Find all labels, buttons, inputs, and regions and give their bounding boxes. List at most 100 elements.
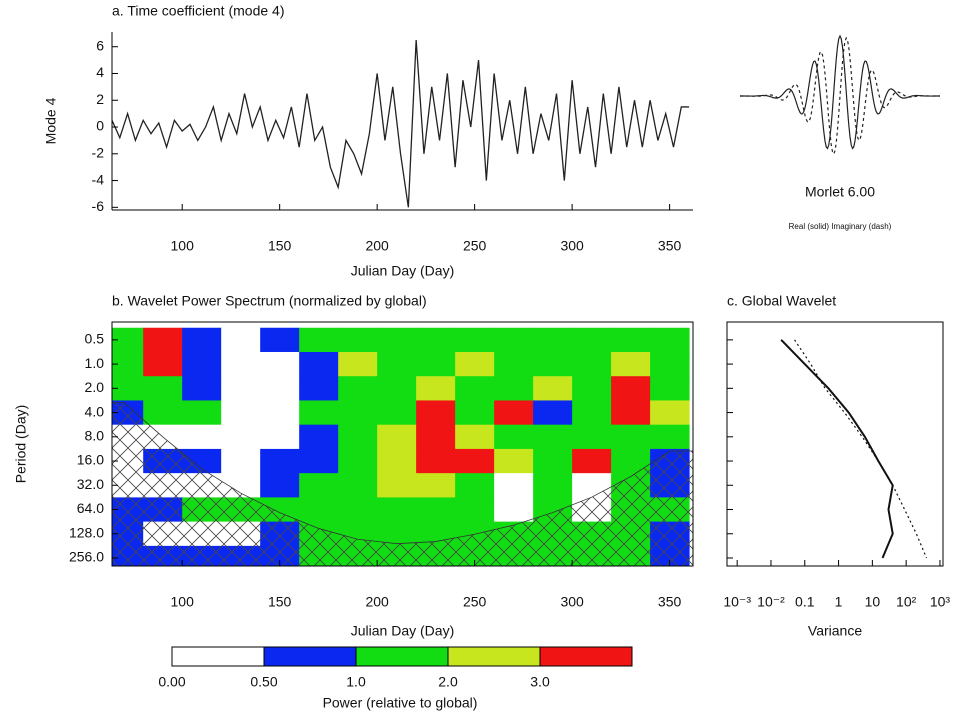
power-cell xyxy=(338,497,378,523)
x-tick-label: 300 xyxy=(560,594,584,610)
power-cell xyxy=(650,327,690,353)
power-cell xyxy=(377,424,417,450)
power-cell xyxy=(455,400,495,426)
power-cell xyxy=(455,424,495,450)
y-tick-label: 128.0 xyxy=(69,524,104,540)
plot-frame xyxy=(726,321,944,567)
x-tick-label: 200 xyxy=(365,238,389,254)
power-cell xyxy=(182,376,222,401)
x-tick-label: 350 xyxy=(658,594,682,610)
y-tick-label: 4 xyxy=(96,64,104,80)
y-axis-label: Mode 4 xyxy=(43,97,59,144)
power-cell xyxy=(260,424,300,450)
colorbar-box xyxy=(171,646,265,667)
power-cell xyxy=(572,327,612,353)
power-cell xyxy=(455,376,495,401)
power-cell xyxy=(572,448,612,474)
power-cell xyxy=(494,497,534,523)
power-cell xyxy=(533,473,573,498)
y-tick-label: 0.5 xyxy=(85,331,105,347)
chart-title: b. Wavelet Power Spectrum (normalized by… xyxy=(112,293,427,309)
power-cell xyxy=(416,424,456,450)
power-cell xyxy=(611,424,651,450)
power-cell xyxy=(455,327,495,353)
power-cell xyxy=(533,327,573,353)
plot-frame xyxy=(111,321,694,567)
power-cell xyxy=(416,497,456,523)
y-tick-label: 4.0 xyxy=(85,403,105,419)
x-tick-label: 250 xyxy=(463,238,487,254)
power-cell xyxy=(572,376,612,401)
power-cell xyxy=(572,351,612,377)
power-cell xyxy=(377,473,417,498)
x-tick-label: 10 xyxy=(865,594,881,610)
y-tick-label: 16.0 xyxy=(77,452,104,468)
power-cell xyxy=(182,424,222,450)
power-cell xyxy=(221,400,261,426)
power-cell xyxy=(455,448,495,474)
x-tick-label: 200 xyxy=(365,594,389,610)
x-tick-label: 10⁻³ xyxy=(723,594,751,610)
x-tick-label: 10² xyxy=(896,594,917,610)
power-cell xyxy=(611,327,651,353)
power-cell xyxy=(112,376,144,401)
x-tick-label: 250 xyxy=(463,594,487,610)
power-cell xyxy=(221,448,261,474)
power-cell xyxy=(377,327,417,353)
power-cell xyxy=(494,351,534,377)
x-tick-label: 100 xyxy=(171,594,195,610)
morlet-caption: Real (solid) Imaginary (dash) xyxy=(789,222,892,231)
power-cell xyxy=(416,473,456,498)
power-cell xyxy=(182,327,222,353)
colorbar-label: 0.00 xyxy=(158,674,185,690)
power-cell xyxy=(572,400,612,426)
power-cell xyxy=(494,376,534,401)
power-cell xyxy=(338,351,378,377)
power-cell xyxy=(260,351,300,377)
y-axis-label: Period (Day) xyxy=(13,405,29,484)
x-axis-label: Variance xyxy=(808,623,862,639)
power-cell xyxy=(611,351,651,377)
power-cell xyxy=(182,351,222,377)
power-cell xyxy=(299,497,339,523)
power-cell xyxy=(494,400,534,426)
power-cell xyxy=(611,376,651,401)
y-tick-label: 2 xyxy=(96,91,104,107)
power-cell xyxy=(533,351,573,377)
y-tick-label: 32.0 xyxy=(77,476,104,492)
power-cell xyxy=(221,424,261,450)
power-cell xyxy=(533,448,573,474)
x-tick-label: 350 xyxy=(658,238,682,254)
power-cell xyxy=(221,376,261,401)
power-cell xyxy=(112,327,144,353)
power-cell xyxy=(299,400,339,426)
x-axis-label: Julian Day (Day) xyxy=(351,623,454,639)
y-tick-label: -4 xyxy=(92,171,105,187)
cone-of-influence xyxy=(112,402,693,566)
x-tick-label: 300 xyxy=(560,238,584,254)
power-cell xyxy=(650,351,690,377)
power-cell xyxy=(650,400,690,426)
power-cell xyxy=(533,424,573,450)
power-cell xyxy=(377,497,417,523)
power-cell xyxy=(416,400,456,426)
x-tick-label: 100 xyxy=(171,238,195,254)
y-tick-label: 0 xyxy=(96,118,104,134)
power-cell xyxy=(611,400,651,426)
colorbar-title: Power (relative to global) xyxy=(323,695,478,711)
power-cell xyxy=(260,327,300,353)
power-cell xyxy=(650,424,690,450)
power-cell xyxy=(416,376,456,401)
power-cell xyxy=(377,448,417,474)
power-cell xyxy=(455,473,495,498)
power-cell xyxy=(416,327,456,353)
x-tick-label: 1 xyxy=(835,594,843,610)
y-tick-label: 64.0 xyxy=(77,500,104,516)
power-cell xyxy=(299,473,339,498)
power-cell xyxy=(143,376,183,401)
x-tick-label: 10⁻² xyxy=(757,594,785,610)
power-cell xyxy=(494,424,534,450)
y-tick-label: 2.0 xyxy=(85,379,105,395)
x-tick-label: 150 xyxy=(268,238,292,254)
colorbar-label: 2.0 xyxy=(438,674,458,690)
